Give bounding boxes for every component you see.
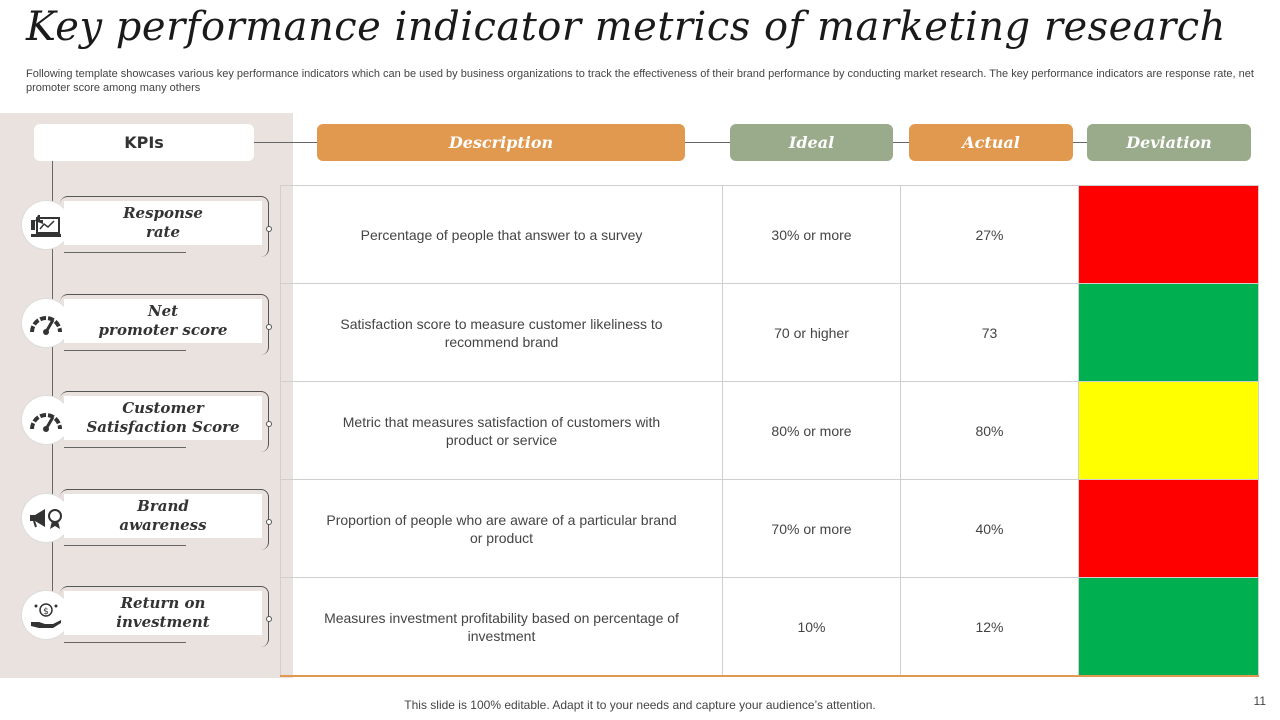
description-cell: Measures investment profitability based … — [280, 577, 723, 677]
deviation-cell — [1078, 577, 1259, 677]
deviation-cell — [1078, 479, 1259, 578]
ideal-cell: 70 or higher — [722, 283, 901, 382]
gauge-icon — [22, 396, 70, 444]
money-hand-icon: $ — [22, 591, 70, 639]
actual-cell: 12% — [900, 577, 1079, 677]
actual-cell: 40% — [900, 479, 1079, 578]
footer-note: This slide is 100% editable. Adapt it to… — [404, 698, 876, 712]
kpi-underline — [64, 545, 186, 546]
kpi-label-customer-satisfaction-score: Customer Satisfaction Score — [64, 396, 262, 440]
table-row: Satisfaction score to measure customer l… — [280, 283, 1259, 382]
kpi-connector-dot — [266, 616, 272, 622]
deviation-header: Deviation — [1087, 124, 1251, 161]
kpi-label-net-promoter-score: Net promoter score — [64, 299, 262, 343]
table-row: Percentage of people that answer to a su… — [280, 185, 1259, 284]
actual-cell: 73 — [900, 283, 1079, 382]
kpi-label-brand-awareness: Brand awareness — [64, 494, 262, 538]
kpis-header: KPIs — [34, 124, 254, 161]
actual-cell: 27% — [900, 185, 1079, 284]
kpi-underline — [64, 642, 186, 643]
kpi-timeline-line — [52, 161, 53, 621]
kpi-connector-dot — [266, 324, 272, 330]
actual-cell: 80% — [900, 381, 1079, 480]
table-row: Measures investment profitability based … — [280, 577, 1259, 677]
deviation-cell — [1078, 185, 1259, 284]
kpi-metrics-table: Percentage of people that answer to a su… — [280, 185, 1259, 677]
description-cell: Satisfaction score to measure customer l… — [280, 283, 723, 382]
thumbs-up-chart-icon — [22, 201, 70, 249]
kpi-connector-dot — [266, 421, 272, 427]
header-connector — [1073, 142, 1087, 143]
description-cell: Metric that measures satisfaction of cus… — [280, 381, 723, 480]
kpi-underline — [64, 447, 186, 448]
kpi-connector-dot — [266, 519, 272, 525]
header-connector — [893, 142, 909, 143]
kpi-connector-dot — [266, 226, 272, 232]
deviation-cell — [1078, 381, 1259, 480]
kpi-underline — [64, 252, 186, 253]
ideal-cell: 30% or more — [722, 185, 901, 284]
ideal-header: Ideal — [730, 124, 893, 161]
header-connector — [254, 142, 317, 143]
slide-subtitle: Following template showcases various key… — [26, 68, 1254, 94]
megaphone-badge-icon — [22, 494, 70, 542]
deviation-cell — [1078, 283, 1259, 382]
slide-title: Key performance indicator metrics of mar… — [26, 4, 1226, 50]
page-number: 11 — [1253, 694, 1266, 708]
ideal-cell: 70% or more — [722, 479, 901, 578]
ideal-cell: 80% or more — [722, 381, 901, 480]
description-header: Description — [317, 124, 685, 161]
ideal-cell: 10% — [722, 577, 901, 677]
kpi-label-response-rate: Response rate — [64, 201, 262, 245]
kpi-underline — [64, 350, 186, 351]
kpi-label-return-on-investment: Return on investment — [64, 591, 262, 635]
svg-text:$: $ — [43, 607, 49, 617]
header-connector — [685, 142, 730, 143]
description-cell: Proportion of people who are aware of a … — [280, 479, 723, 578]
gauge-icon — [22, 299, 70, 347]
table-row: Proportion of people who are aware of a … — [280, 479, 1259, 578]
table-row: Metric that measures satisfaction of cus… — [280, 381, 1259, 480]
actual-header: Actual — [909, 124, 1073, 161]
description-cell: Percentage of people that answer to a su… — [280, 185, 723, 284]
